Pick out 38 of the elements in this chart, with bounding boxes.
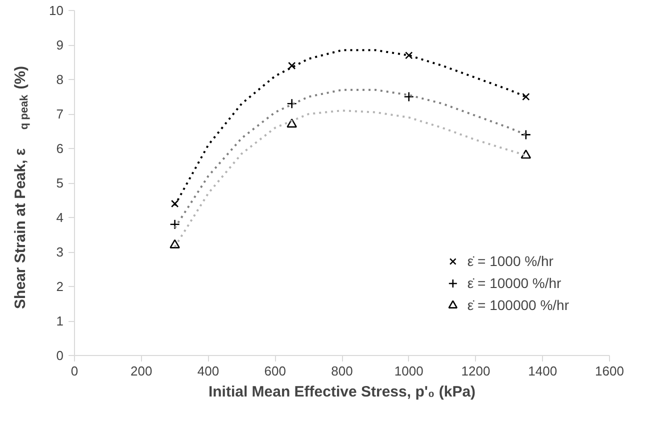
- y-tick-label: 1: [56, 314, 64, 328]
- x-axis-title: Initial Mean Effective Stress, p'₀ (kPa): [208, 384, 476, 400]
- point: [520, 150, 532, 159]
- y-tick-label: 0: [56, 348, 64, 363]
- text: Shear Strain at Peak, εq peak (%): [12, 66, 30, 309]
- y-tick-label: 3: [56, 244, 64, 260]
- x-tick-label: 200: [130, 364, 152, 378]
- y-tick-label: 10: [49, 3, 64, 18]
- legend-label: ε̇ = 10000 %/hr: [467, 275, 562, 291]
- line-series: [174, 88, 527, 229]
- y-tick-label: 6: [56, 141, 64, 156]
- point: [170, 200, 179, 208]
- point: [170, 239, 180, 248]
- y-tick-label: 8: [56, 72, 64, 87]
- legend-label: ε̇ = 1000 %/hr: [467, 253, 554, 269]
- x-tick-label: 0: [70, 364, 78, 378]
- x-tick-label: 400: [197, 364, 220, 378]
- point: [522, 92, 530, 101]
- y-tick-label: 4: [56, 210, 64, 225]
- point: [170, 219, 180, 230]
- legend-label: ε̇ = 100000 %/hr: [467, 297, 569, 313]
- line-series: [174, 49, 527, 206]
- x-tick-label: 800: [331, 364, 353, 378]
- point: [286, 98, 297, 109]
- point: [405, 52, 413, 60]
- y-tick-label: 9: [56, 38, 64, 52]
- x-tick-label: 1600: [595, 364, 624, 378]
- point: [288, 62, 296, 70]
- y-tick-label: 5: [56, 176, 64, 190]
- point: [520, 130, 532, 140]
- x-tick-label: 1000: [394, 364, 424, 378]
- point: [404, 92, 414, 102]
- y-tick-label: 7: [56, 106, 64, 122]
- x-tick-label: 1200: [461, 364, 490, 378]
- x-tick-label: 1400: [528, 364, 558, 378]
- x-tick-label: 600: [264, 364, 286, 378]
- y-tick-label: 2: [56, 279, 64, 294]
- point: [286, 118, 297, 128]
